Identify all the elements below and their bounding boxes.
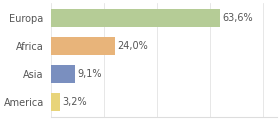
Bar [51,93,60,111]
Text: 63,6%: 63,6% [222,13,253,23]
Text: 24,0%: 24,0% [117,41,148,51]
Text: 9,1%: 9,1% [78,69,102,79]
Text: 3,2%: 3,2% [62,97,87,107]
Bar [51,37,115,55]
Bar [51,65,76,83]
Bar [51,9,220,27]
